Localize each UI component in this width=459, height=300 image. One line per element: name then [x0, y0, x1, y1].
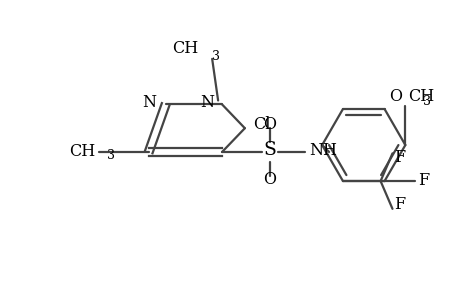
Text: F: F: [394, 196, 405, 213]
Text: S: S: [263, 141, 275, 159]
Text: 3: 3: [107, 149, 115, 162]
Text: CH: CH: [408, 88, 434, 105]
Text: F: F: [417, 172, 428, 189]
Text: O: O: [263, 116, 275, 133]
Text: 3: 3: [212, 50, 220, 63]
Text: NH: NH: [308, 142, 336, 160]
Text: 3: 3: [422, 95, 430, 108]
Text: N: N: [200, 94, 214, 111]
Text: N: N: [141, 94, 155, 111]
Text: CH: CH: [69, 143, 95, 161]
Text: Cl: Cl: [252, 116, 270, 133]
Text: O: O: [263, 171, 275, 188]
Text: O: O: [388, 88, 402, 105]
Text: F: F: [394, 149, 405, 167]
Text: CH: CH: [172, 40, 198, 57]
